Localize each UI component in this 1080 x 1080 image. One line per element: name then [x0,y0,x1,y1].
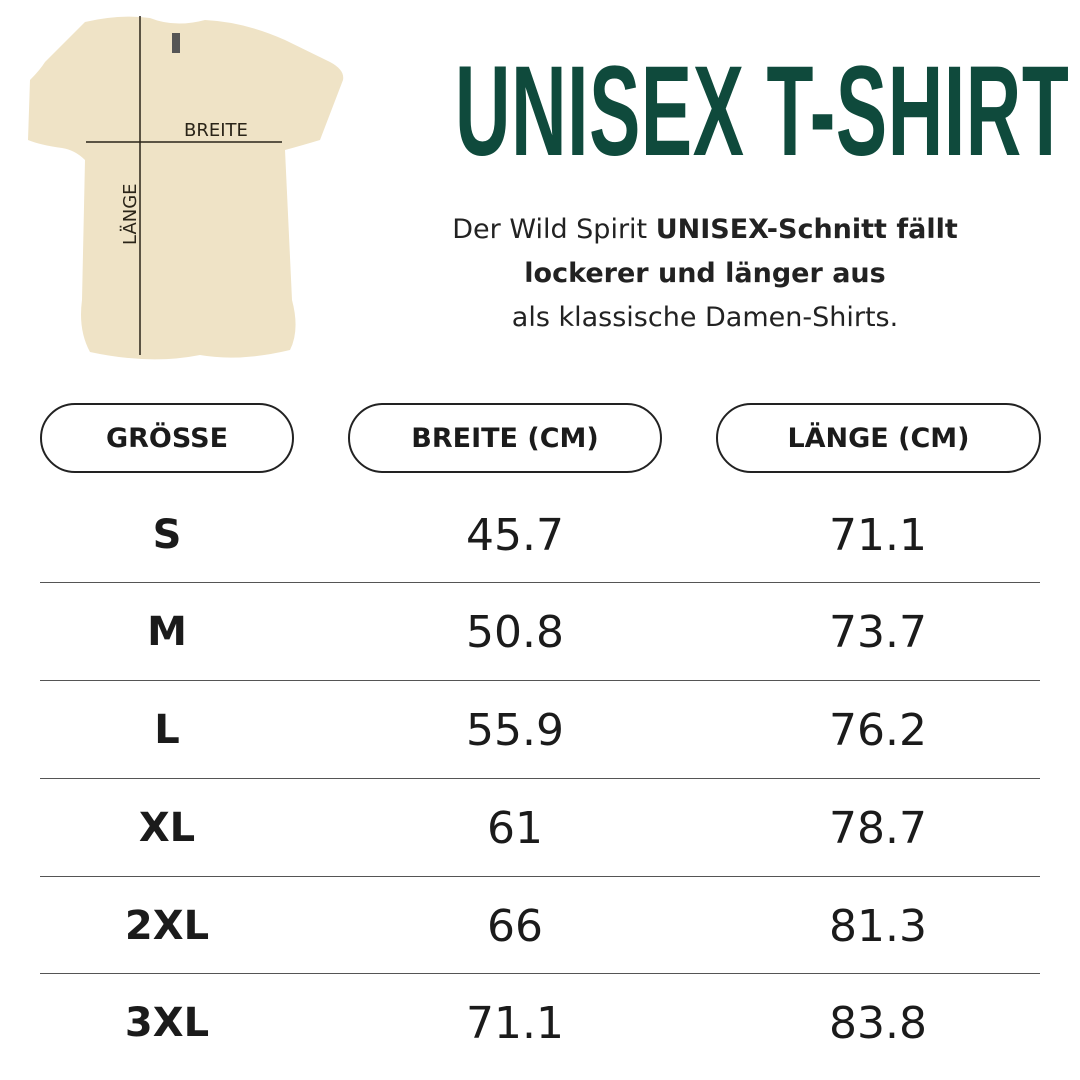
table-row: S 45.7 71.1 [40,486,1040,584]
length-cell: 81.3 [829,900,927,952]
description-text: Der Wild Spirit [452,214,656,245]
description-bold: UNISEX-Schnitt fällt [655,214,958,245]
description-text: als klassische Damen-Shirts. [511,302,899,333]
width-cell: 50.8 [466,606,564,658]
size-cell: XL [138,805,196,851]
width-cell: 45.7 [466,509,564,561]
length-label: LÄNGE [120,183,141,245]
size-cell: 3XL [124,1000,210,1046]
width-cell: 71.1 [466,997,564,1049]
tshirt-tag [172,33,180,53]
header-length: LÄNGE (CM) [716,403,1041,473]
row-divider [40,582,1040,583]
row-divider [40,876,1040,877]
width-cell: 55.9 [466,704,564,756]
row-divider [40,778,1040,779]
page-title-text: UNISEX T-SHIRT [455,40,1070,183]
row-divider [40,973,1040,974]
length-cell: 78.7 [829,802,927,854]
table-row: L 55.9 76.2 [40,681,1040,779]
length-cell: 71.1 [829,509,927,561]
width-label: BREITE [184,120,248,141]
length-cell: 83.8 [829,997,927,1049]
row-divider [40,680,1040,681]
size-cell: 2XL [124,903,210,949]
length-cell: 76.2 [829,704,927,756]
description: Der Wild Spirit UNISEX-Schnitt fällt loc… [400,208,1010,340]
width-cell: 66 [487,900,543,952]
size-cell: L [154,707,180,753]
size-cell: S [152,512,182,558]
header-width: BREITE (CM) [348,403,662,473]
description-bold: lockerer und länger aus [524,258,886,289]
width-cell: 61 [487,802,543,854]
table-row: 2XL 66 81.3 [40,877,1040,975]
length-cell: 73.7 [829,606,927,658]
page-title: UNISEX T-SHIRT [455,40,1070,183]
tshirt-shape [28,16,344,360]
header-size: GRÖSSE [40,403,294,473]
table-row: 3XL 71.1 83.8 [40,974,1040,1072]
table-row: XL 61 78.7 [40,779,1040,877]
table-row: M 50.8 73.7 [40,583,1040,681]
tshirt-measurement-diagram: BREITE LÄNGE [28,16,344,360]
size-cell: M [147,609,187,655]
